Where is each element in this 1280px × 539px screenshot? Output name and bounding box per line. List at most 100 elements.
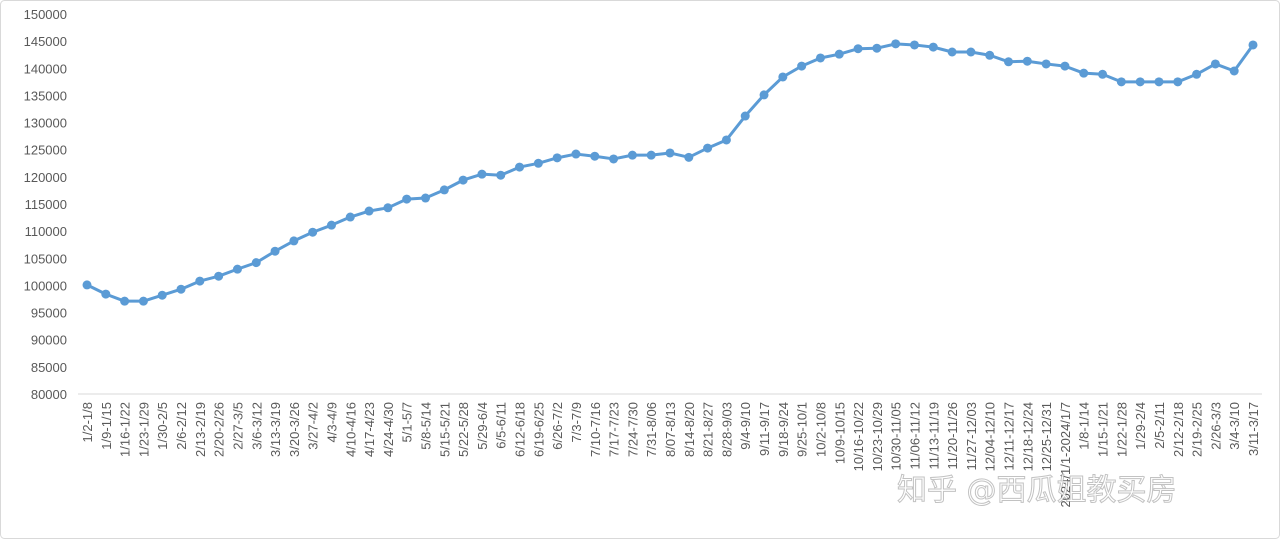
y-tick-label: 115000 bbox=[25, 197, 67, 212]
data-point bbox=[627, 150, 637, 160]
data-point bbox=[1098, 69, 1108, 79]
x-tick-label: 8/14-8/20 bbox=[682, 402, 697, 457]
data-point bbox=[421, 193, 431, 203]
data-point bbox=[326, 220, 336, 230]
x-tick-label: 1/23-1/29 bbox=[136, 402, 151, 457]
x-tick-label: 1/30-2/5 bbox=[155, 402, 170, 450]
data-point bbox=[1173, 77, 1183, 87]
data-point bbox=[496, 170, 506, 180]
data-point bbox=[176, 284, 186, 294]
data-point bbox=[985, 50, 995, 60]
data-point bbox=[1135, 77, 1145, 87]
x-tick-label: 1/15-1/21 bbox=[1096, 402, 1111, 457]
x-tick-label: 3/27-4/2 bbox=[306, 402, 321, 450]
x-tick-label: 12/18-12/24 bbox=[1020, 402, 1035, 471]
data-point bbox=[1229, 66, 1239, 76]
x-tick-label: 1/22-1/28 bbox=[1114, 402, 1129, 457]
data-point bbox=[872, 43, 882, 53]
data-point bbox=[1060, 61, 1070, 71]
data-point bbox=[1248, 40, 1258, 50]
x-tick-label: 1/2-1/8 bbox=[80, 402, 95, 442]
data-point bbox=[834, 49, 844, 59]
x-tick-label: 5/8-5/14 bbox=[419, 402, 434, 450]
x-tick-label: 4/3-4/9 bbox=[324, 402, 339, 442]
x-tick-label: 12/04-12/10 bbox=[983, 402, 998, 471]
x-tick-label: 11/06-11/12 bbox=[907, 402, 922, 469]
y-tick-label: 145000 bbox=[24, 34, 67, 49]
x-tick-label: 7/17-7/23 bbox=[607, 402, 622, 457]
data-point bbox=[232, 264, 242, 274]
data-point bbox=[101, 289, 111, 299]
x-tick-label: 5/22-5/28 bbox=[456, 402, 471, 457]
data-point bbox=[1004, 57, 1014, 67]
data-point bbox=[82, 280, 92, 290]
watermark: 知乎 @西瓜姐教买房 bbox=[897, 473, 1177, 508]
x-tick-label: 2024/1/1-2024/1/7 bbox=[1058, 402, 1073, 508]
data-point bbox=[1116, 77, 1126, 87]
x-tick-label: 2/12-2/18 bbox=[1171, 402, 1186, 457]
x-tick-label: 2/20-2/26 bbox=[212, 402, 227, 457]
x-tick-label: 4/10-4/16 bbox=[343, 402, 358, 457]
data-point bbox=[383, 203, 393, 213]
x-tick-label: 7/24-7/30 bbox=[625, 402, 640, 457]
x-tick-label: 9/25-10/1 bbox=[795, 402, 810, 457]
data-point bbox=[1041, 59, 1051, 69]
x-tick-label: 8/07-8/13 bbox=[663, 402, 678, 457]
x-tick-label: 2/27-3/5 bbox=[230, 402, 245, 450]
x-tick-label: 1/9-1/15 bbox=[99, 402, 114, 450]
data-point bbox=[703, 143, 713, 153]
x-tick-label: 10/30-11/05 bbox=[889, 402, 904, 470]
data-point bbox=[815, 53, 825, 63]
y-tick-label: 85000 bbox=[31, 360, 67, 375]
x-tick-label: 6/19-6/25 bbox=[531, 402, 546, 457]
x-tick-label: 12/25-12/31 bbox=[1039, 402, 1054, 471]
data-point bbox=[515, 162, 525, 172]
x-tick-label: 7/31-8/06 bbox=[644, 402, 659, 457]
x-tick-label: 9/11-9/17 bbox=[757, 402, 772, 456]
x-tick-label: 5/15-5/21 bbox=[437, 402, 452, 457]
y-tick-label: 135000 bbox=[24, 88, 67, 103]
x-tick-label: 11/13-11/19 bbox=[926, 402, 941, 469]
x-tick-label: 10/9-10/15 bbox=[832, 402, 847, 464]
x-tick-label: 1/8-1/14 bbox=[1077, 402, 1092, 450]
data-point bbox=[721, 135, 731, 145]
x-tick-label: 4/24-4/30 bbox=[381, 402, 396, 457]
data-point bbox=[646, 150, 656, 160]
x-tick-label: 5/1-5/7 bbox=[400, 402, 415, 442]
data-point bbox=[778, 72, 788, 82]
x-tick-label: 2/19-2/25 bbox=[1190, 402, 1205, 457]
x-tick-label: 2/13-2/19 bbox=[193, 402, 208, 457]
x-tick-label: 2/26-3/3 bbox=[1208, 402, 1223, 450]
y-tick-label: 125000 bbox=[24, 143, 67, 158]
x-tick-label: 1/16-1/22 bbox=[118, 402, 133, 457]
data-point bbox=[289, 236, 299, 246]
data-point bbox=[195, 276, 205, 286]
data-point bbox=[947, 47, 957, 57]
x-tick-label: 11/27-12/03 bbox=[964, 402, 979, 470]
data-point bbox=[308, 227, 318, 237]
data-point bbox=[853, 44, 863, 54]
x-tick-label: 2/5-2/11 bbox=[1152, 402, 1167, 449]
x-tick-label: 10/2-10/8 bbox=[813, 402, 828, 457]
data-point bbox=[138, 296, 148, 306]
x-tick-label: 4/17-4/23 bbox=[362, 402, 377, 457]
data-point bbox=[609, 154, 619, 164]
data-point bbox=[1154, 77, 1164, 87]
data-point bbox=[571, 149, 581, 159]
x-tick-label: 6/12-6/18 bbox=[513, 402, 528, 457]
y-tick-label: 130000 bbox=[24, 116, 67, 131]
x-tick-label: 3/4-3/10 bbox=[1227, 402, 1242, 450]
data-point bbox=[891, 39, 901, 49]
data-point bbox=[477, 169, 487, 179]
x-tick-label: 3/11-3/17 bbox=[1246, 402, 1261, 456]
data-point bbox=[251, 258, 261, 268]
data-point bbox=[797, 61, 807, 71]
data-point bbox=[345, 212, 355, 222]
x-tick-label: 6/26-7/2 bbox=[550, 402, 565, 450]
x-tick-label: 7/3-7/9 bbox=[569, 402, 584, 442]
y-tick-label: 120000 bbox=[24, 170, 67, 185]
y-tick-label: 90000 bbox=[31, 333, 67, 348]
x-tick-label: 6/5-6/11 bbox=[494, 402, 509, 449]
y-tick-label: 95000 bbox=[31, 306, 67, 321]
